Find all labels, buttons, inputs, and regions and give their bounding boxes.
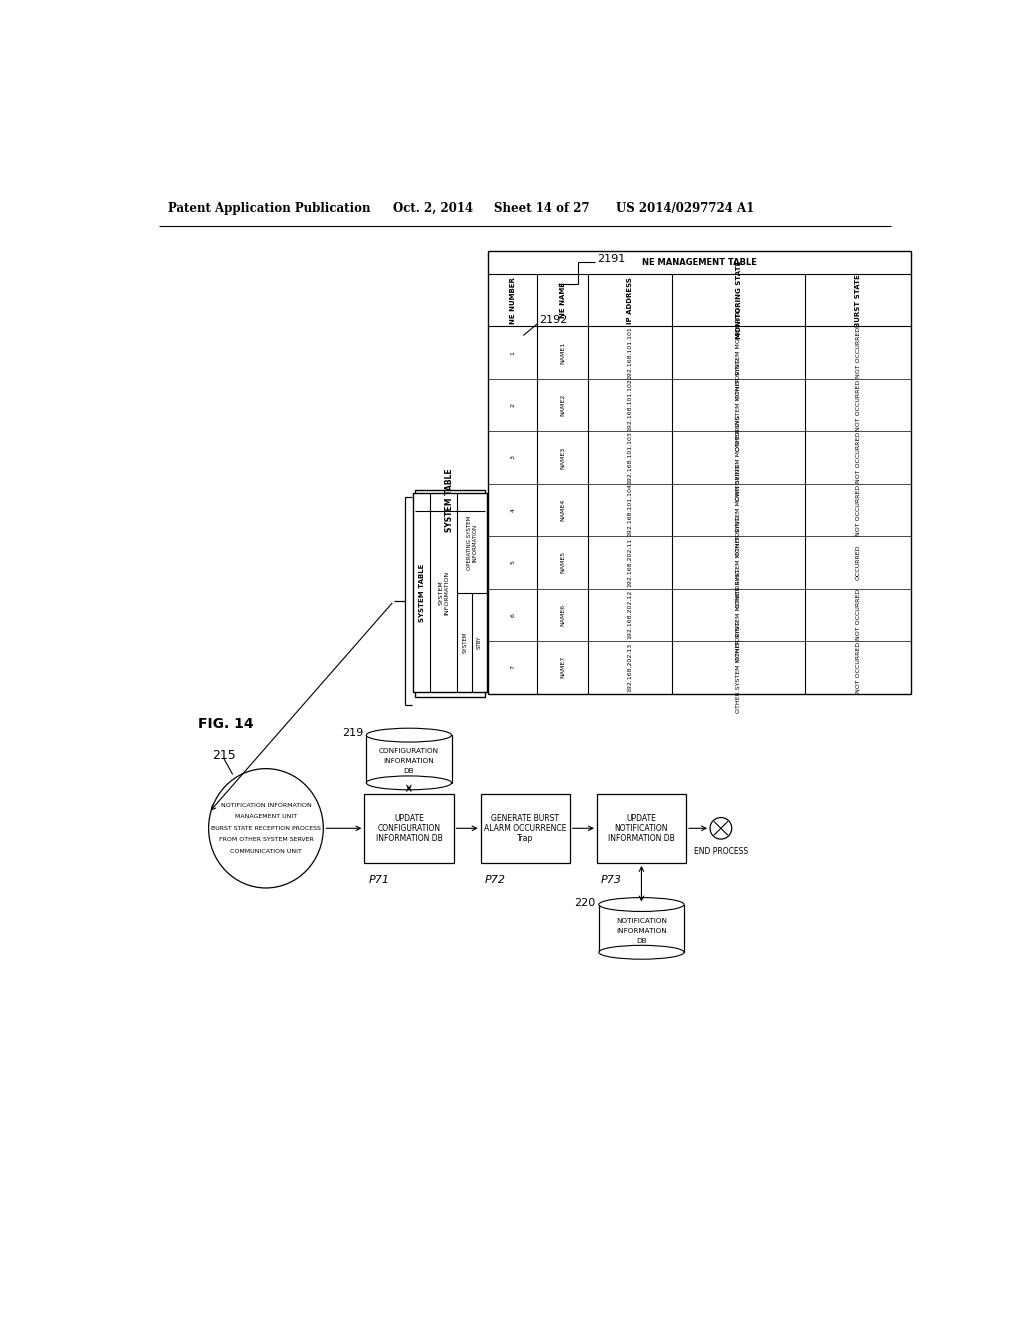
Text: US 2014/0297724 A1: US 2014/0297724 A1 — [616, 202, 755, 215]
Text: 2: 2 — [510, 403, 515, 407]
Text: NOT OCCURRED: NOT OCCURRED — [855, 432, 860, 483]
Text: STBY: STBY — [477, 636, 482, 649]
Text: NAME1: NAME1 — [560, 342, 565, 363]
Text: SYSTEM TABLE: SYSTEM TABLE — [445, 469, 454, 532]
Text: 192.168.202.12: 192.168.202.12 — [628, 590, 633, 639]
Text: 4: 4 — [510, 508, 515, 512]
Text: 2192: 2192 — [539, 315, 567, 325]
Bar — [415, 490, 484, 697]
Text: UPDATE: UPDATE — [394, 814, 424, 822]
Text: P73: P73 — [601, 875, 622, 884]
Text: NE NAME: NE NAME — [560, 282, 566, 318]
Text: INFORMATION DB: INFORMATION DB — [608, 834, 675, 842]
Ellipse shape — [209, 768, 324, 888]
Bar — [365, 793, 454, 863]
Text: NAME3: NAME3 — [560, 446, 565, 469]
Text: P72: P72 — [484, 875, 506, 884]
Text: 192.168.101.103: 192.168.101.103 — [628, 432, 633, 484]
Text: 192.168.202.11: 192.168.202.11 — [628, 537, 633, 587]
Bar — [414, 494, 486, 692]
Text: DB: DB — [636, 937, 647, 944]
Text: NAME5: NAME5 — [560, 552, 565, 573]
Text: Sheet 14 of 27: Sheet 14 of 27 — [494, 202, 590, 215]
Text: 192.168.101.101: 192.168.101.101 — [628, 326, 633, 379]
Text: INFORMATION: INFORMATION — [384, 758, 434, 764]
Text: NE MANAGEMENT TABLE: NE MANAGEMENT TABLE — [642, 257, 757, 267]
Text: NOT OCCURRED: NOT OCCURRED — [855, 484, 860, 536]
Text: END PROCESS: END PROCESS — [694, 847, 748, 855]
Text: UPDATE: UPDATE — [627, 814, 656, 822]
Text: NE NUMBER: NE NUMBER — [510, 277, 516, 323]
Ellipse shape — [367, 729, 452, 742]
Text: OTHER SYSTEM MONITORING: OTHER SYSTEM MONITORING — [736, 622, 741, 713]
Text: MONITORING STATE: MONITORING STATE — [735, 261, 741, 339]
Text: NOT OCCURRED: NOT OCCURRED — [855, 589, 860, 640]
Bar — [488, 251, 910, 693]
Text: NOTIFICATION INFORMATION: NOTIFICATION INFORMATION — [220, 803, 311, 808]
Ellipse shape — [599, 945, 684, 960]
Text: COMMUNICATION UNIT: COMMUNICATION UNIT — [230, 849, 302, 854]
Text: 192.168.101.104: 192.168.101.104 — [628, 483, 633, 536]
Text: OTHER SYSTEM MONITORING: OTHER SYSTEM MONITORING — [736, 306, 741, 399]
Text: NAME6: NAME6 — [560, 603, 565, 626]
Text: NOTIFICATION: NOTIFICATION — [616, 917, 667, 924]
Text: GENERATE BURST: GENERATE BURST — [492, 814, 559, 822]
Text: CONFIGURATION: CONFIGURATION — [379, 748, 439, 754]
Text: Trap: Trap — [517, 834, 534, 842]
Text: INFORMATION DB: INFORMATION DB — [376, 834, 442, 842]
Text: FROM OTHER SYSTEM SERVER: FROM OTHER SYSTEM SERVER — [218, 837, 313, 842]
Text: IP ADDRESS: IP ADDRESS — [627, 277, 633, 323]
Text: 2191: 2191 — [597, 253, 625, 264]
Text: NOT OCCURRED: NOT OCCURRED — [855, 327, 860, 378]
Text: 215: 215 — [212, 748, 236, 762]
Ellipse shape — [599, 898, 684, 911]
Text: NAME2: NAME2 — [560, 393, 565, 416]
Text: OTHER SYSTEM MONITORING: OTHER SYSTEM MONITORING — [736, 569, 741, 661]
Text: 7: 7 — [510, 665, 515, 669]
Text: FIG. 14: FIG. 14 — [198, 717, 253, 731]
Text: 192.168.202.13: 192.168.202.13 — [628, 643, 633, 692]
Text: 1: 1 — [510, 351, 515, 355]
Text: MANAGEMENT UNIT: MANAGEMENT UNIT — [234, 814, 297, 820]
Text: DB: DB — [403, 768, 415, 775]
Text: NOTIFICATION: NOTIFICATION — [614, 824, 669, 833]
Text: BURST STATE RECEPTION PROCESS: BURST STATE RECEPTION PROCESS — [211, 826, 321, 830]
Bar — [597, 793, 686, 863]
Text: OTHER SYSTEM MONITORING: OTHER SYSTEM MONITORING — [736, 359, 741, 451]
Text: OWN SYSTEM MONITORING: OWN SYSTEM MONITORING — [736, 414, 741, 500]
Text: Oct. 2, 2014: Oct. 2, 2014 — [393, 202, 473, 215]
Text: 219: 219 — [342, 729, 364, 738]
Text: 192.168.101.102: 192.168.101.102 — [628, 379, 633, 432]
Circle shape — [710, 817, 732, 840]
Text: P71: P71 — [369, 875, 389, 884]
Text: 3: 3 — [510, 455, 515, 459]
Text: CONFIGURATION: CONFIGURATION — [378, 824, 440, 833]
Text: NOT OCCURRED: NOT OCCURRED — [855, 379, 860, 430]
Text: OTHER SYSTEM MONITORING: OTHER SYSTEM MONITORING — [736, 463, 741, 556]
Text: 5: 5 — [510, 561, 515, 565]
Ellipse shape — [367, 776, 452, 789]
Bar — [599, 904, 684, 952]
Bar — [367, 735, 452, 783]
Text: SYSTEM: SYSTEM — [462, 631, 467, 653]
Text: Patent Application Publication: Patent Application Publication — [168, 202, 371, 215]
Text: 220: 220 — [574, 898, 596, 908]
Text: NOT OCCURRED: NOT OCCURRED — [855, 642, 860, 693]
Text: OCCURRED: OCCURRED — [855, 545, 860, 581]
Text: SYSTEM
INFORMATION: SYSTEM INFORMATION — [438, 570, 450, 615]
Text: ALARM OCCURRENCE: ALARM OCCURRENCE — [484, 824, 566, 833]
Text: 6: 6 — [510, 612, 515, 616]
Text: OTHER SYSTEM MONITORING: OTHER SYSTEM MONITORING — [736, 516, 741, 609]
Text: SYSTEM TABLE: SYSTEM TABLE — [419, 564, 425, 622]
Text: NAME4: NAME4 — [560, 499, 565, 521]
Text: OPERATING SYSTEM
INFORMATION: OPERATING SYSTEM INFORMATION — [467, 516, 477, 570]
Text: NAME7: NAME7 — [560, 656, 565, 678]
Text: BURST STATE: BURST STATE — [855, 273, 861, 326]
Bar — [480, 793, 569, 863]
Text: INFORMATION: INFORMATION — [616, 928, 667, 933]
